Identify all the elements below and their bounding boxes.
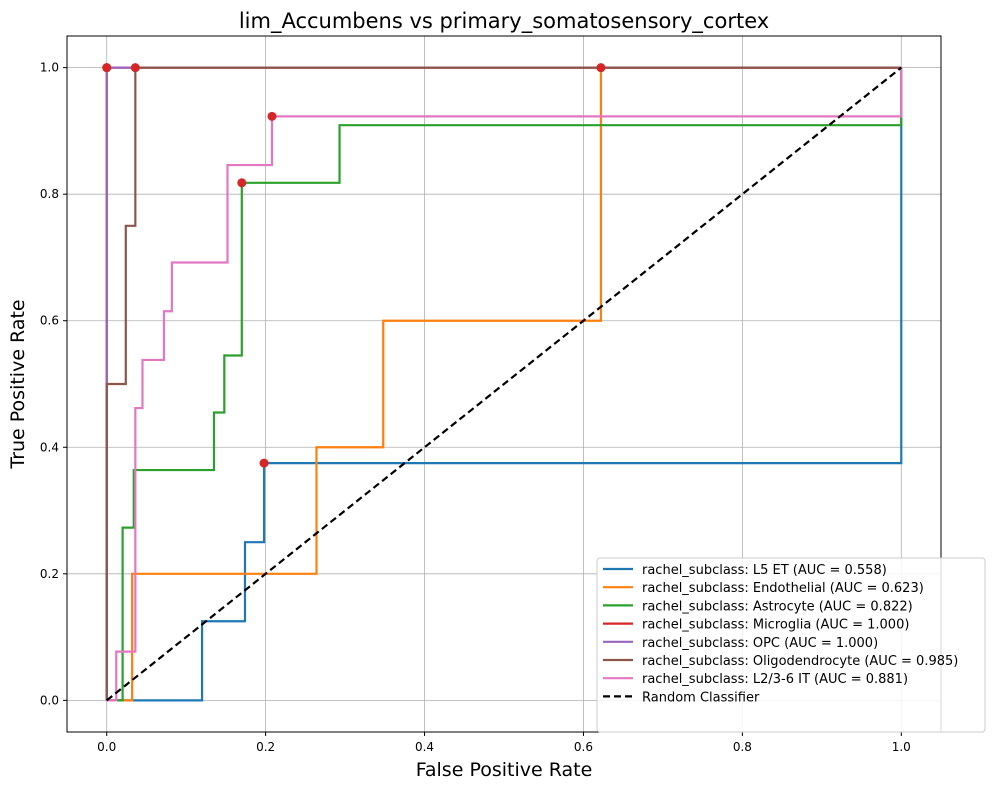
y-tick-label: 0.2	[40, 567, 59, 581]
legend-label-4: rachel_subclass: OPC (AUC = 1.000)	[642, 636, 878, 651]
optimal-point-marker-1	[596, 63, 605, 72]
x-tick-label: 0.6	[574, 740, 593, 754]
legend-label-5: rachel_subclass: Oligodendrocyte (AUC = …	[642, 654, 958, 669]
legend-label-6: rachel_subclass: L2/3-6 IT (AUC = 0.881)	[642, 672, 908, 687]
optimal-point-marker-5	[131, 63, 140, 72]
legend: rachel_subclass: L5 ET (AUC = 0.558) rach…	[597, 558, 985, 732]
optimal-point-marker-6	[267, 112, 276, 121]
x-tick-label: 1.0	[892, 740, 911, 754]
y-tick-label: 1.0	[40, 61, 59, 75]
optimal-point-marker-4	[102, 63, 111, 72]
chart-title: lim_Accumbens vs primary_somatosensory_c…	[239, 9, 769, 34]
y-tick-label: 0.4	[40, 440, 59, 454]
y-axis-label: True Positive Rate	[7, 299, 29, 469]
optimal-point-marker-0	[260, 459, 269, 468]
legend-label-7: Random Classifier	[642, 690, 760, 705]
optimal-point-marker-2	[237, 178, 246, 187]
x-tick-label: 0.8	[733, 740, 752, 754]
x-axis-label: False Positive Rate	[416, 759, 593, 781]
y-tick-label: 0.6	[40, 314, 59, 328]
y-tick-label: 0.0	[40, 693, 59, 707]
x-tick-label: 0.2	[256, 740, 275, 754]
x-tick-label: 0.4	[415, 740, 434, 754]
x-tick-label: 0.0	[97, 740, 116, 754]
y-tick-label: 0.8	[40, 187, 59, 201]
legend-label-2: rachel_subclass: Astrocyte (AUC = 0.822)	[642, 599, 913, 614]
legend-label-1: rachel_subclass: Endothelial (AUC = 0.62…	[642, 581, 924, 596]
legend-label-3: rachel_subclass: Microglia (AUC = 1.000)	[642, 618, 909, 633]
legend-label-0: rachel_subclass: L5 ET (AUC = 0.558)	[642, 563, 887, 578]
